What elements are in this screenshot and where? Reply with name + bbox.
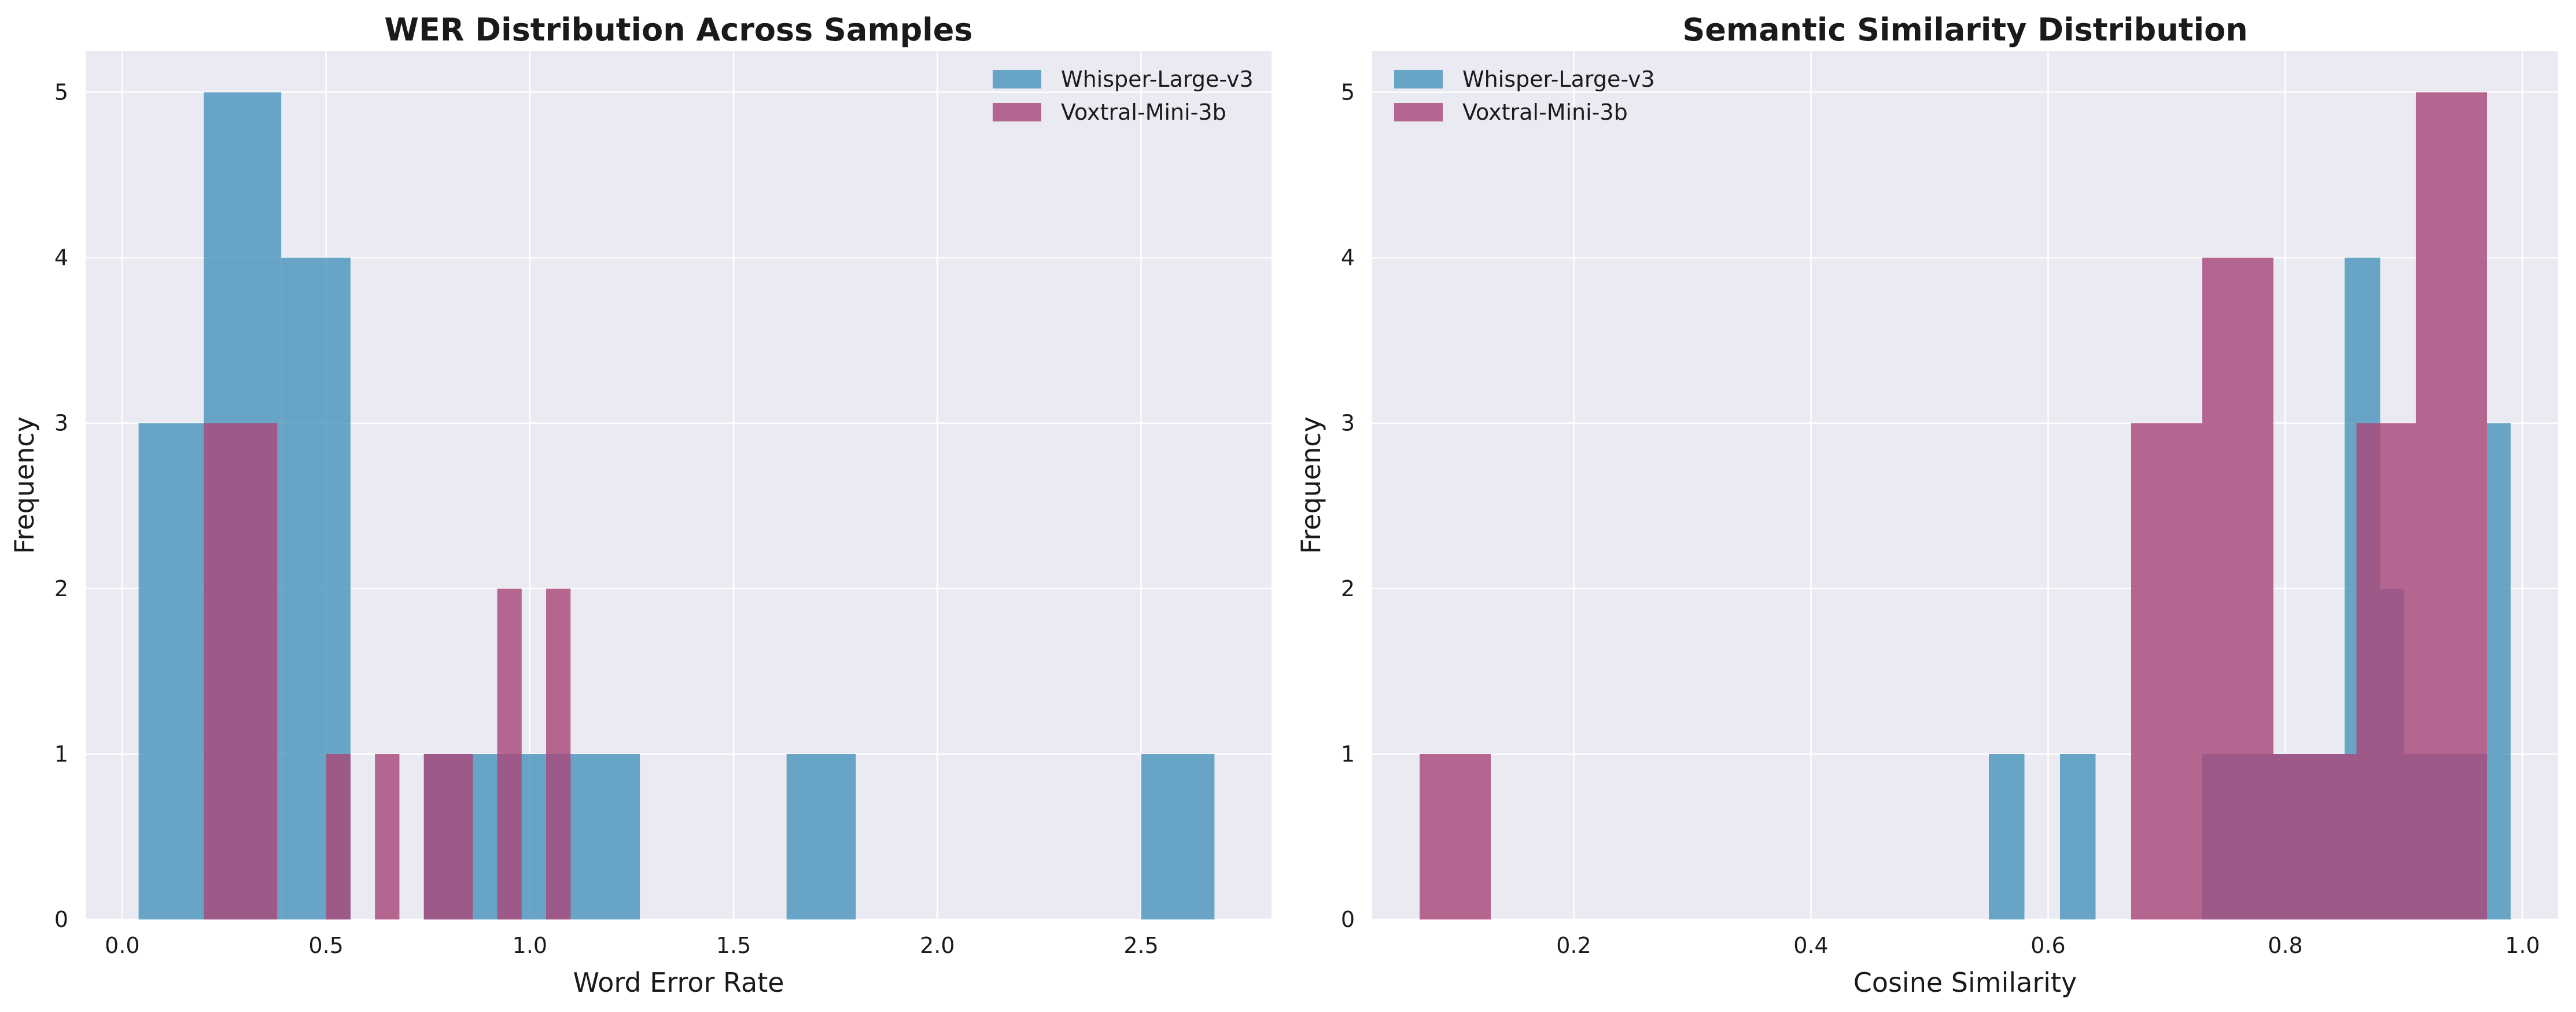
wer-y-axis-label: Frequency bbox=[9, 416, 40, 554]
wer-histogram: 0.0 0.5 1.0 1.5 2.0 2.5 0 1 2 3 4 5 WER Distributio… bbox=[9, 12, 1272, 998]
similarity-bar-voxtral-1 bbox=[2131, 423, 2202, 919]
wer-x-axis-label: Word Error Rate bbox=[573, 967, 784, 998]
similarity-legend: Whisper-Large-v3 Voxtral-Mini-3b bbox=[1394, 67, 1655, 125]
wer-bar-voxtral-0 bbox=[204, 423, 278, 919]
similarity-bars bbox=[1420, 92, 2511, 920]
wer-legend-swatch-whisper bbox=[993, 70, 1041, 88]
similarity-bar-whisper-6 bbox=[2487, 423, 2511, 919]
wer-y-tick-label-5: 5 bbox=[54, 80, 68, 105]
similarity-legend-label-voxtral: Voxtral-Mini-3b bbox=[1462, 99, 1628, 125]
similarity-y-tick-label-5: 5 bbox=[1341, 80, 1355, 105]
similarity-bar-voxtral-4 bbox=[2356, 423, 2416, 919]
similarity-histogram: 0.2 0.4 0.6 0.8 1.0 0 1 2 3 4 5 Semantic Similarit… bbox=[1295, 12, 2558, 998]
similarity-x-tick-label-3: 0.8 bbox=[2268, 933, 2302, 958]
similarity-y-tick-label-4: 4 bbox=[1341, 245, 1355, 271]
wer-y-tick-label-1: 1 bbox=[54, 741, 68, 767]
wer-x-tick-label-0: 0.0 bbox=[105, 933, 139, 958]
similarity-y-tick-label-0: 0 bbox=[1341, 907, 1355, 932]
similarity-bar-voxtral-2 bbox=[2202, 257, 2273, 920]
wer-bar-whisper-5 bbox=[786, 754, 856, 919]
similarity-legend-swatch-whisper bbox=[1394, 70, 1443, 88]
wer-y-tick-label-0: 0 bbox=[54, 907, 68, 932]
wer-x-tick-label-4: 2.0 bbox=[920, 933, 955, 958]
wer-y-tick-label-2: 2 bbox=[54, 576, 68, 601]
wer-chart-title: WER Distribution Across Samples bbox=[384, 12, 972, 48]
similarity-bar-voxtral-3 bbox=[2273, 754, 2357, 919]
wer-bar-whisper-0 bbox=[138, 423, 204, 919]
similarity-x-axis-label: Cosine Similarity bbox=[1853, 967, 2077, 998]
similarity-x-tick-label-4: 1.0 bbox=[2505, 933, 2540, 958]
similarity-x-tick-label-2: 0.6 bbox=[2030, 933, 2065, 958]
similarity-legend-swatch-voxtral bbox=[1394, 103, 1443, 121]
similarity-bar-voxtral-5 bbox=[2416, 92, 2487, 919]
wer-bar-voxtral-5 bbox=[546, 588, 571, 919]
wer-legend-label-whisper: Whisper-Large-v3 bbox=[1061, 67, 1254, 92]
wer-bar-voxtral-1 bbox=[326, 754, 351, 919]
wer-x-tick-label-5: 2.5 bbox=[1123, 933, 1158, 958]
wer-y-tick-label-4: 4 bbox=[54, 245, 68, 271]
similarity-x-tick-label-1: 0.4 bbox=[1793, 933, 1828, 958]
similarity-bar-whisper-0 bbox=[1989, 754, 2025, 919]
similarity-bar-voxtral-0 bbox=[1420, 754, 1491, 919]
wer-legend-swatch-voxtral bbox=[993, 103, 1041, 121]
similarity-bar-whisper-1 bbox=[2060, 754, 2096, 919]
wer-y-tick-label-3: 3 bbox=[54, 411, 68, 436]
similarity-y-tick-label-1: 1 bbox=[1341, 741, 1355, 767]
similarity-y-tick-label-2: 2 bbox=[1341, 576, 1355, 601]
wer-bar-voxtral-3 bbox=[423, 754, 473, 919]
similarity-chart-title: Semantic Similarity Distribution bbox=[1682, 12, 2247, 48]
wer-legend: Whisper-Large-v3 Voxtral-Mini-3b bbox=[993, 67, 1254, 125]
wer-x-tick-label-1: 0.5 bbox=[308, 933, 343, 958]
similarity-legend-label-whisper: Whisper-Large-v3 bbox=[1462, 67, 1655, 92]
similarity-y-axis-label: Frequency bbox=[1295, 416, 1326, 554]
wer-tick-labels: 0.0 0.5 1.0 1.5 2.0 2.5 0 1 2 3 4 5 bbox=[54, 80, 1159, 958]
wer-x-tick-label-2: 1.0 bbox=[513, 933, 547, 958]
similarity-x-tick-label-0: 0.2 bbox=[1556, 933, 1591, 958]
wer-bar-voxtral-2 bbox=[375, 754, 400, 919]
similarity-tick-labels: 0.2 0.4 0.6 0.8 1.0 0 1 2 3 4 5 bbox=[1341, 80, 2540, 958]
wer-x-tick-label-3: 1.5 bbox=[716, 933, 751, 958]
wer-legend-label-voxtral: Voxtral-Mini-3b bbox=[1061, 99, 1226, 125]
wer-bar-whisper-6 bbox=[1141, 754, 1215, 919]
wer-bars bbox=[138, 92, 1215, 920]
similarity-y-tick-label-3: 3 bbox=[1341, 411, 1355, 436]
wer-bar-voxtral-4 bbox=[497, 588, 522, 919]
